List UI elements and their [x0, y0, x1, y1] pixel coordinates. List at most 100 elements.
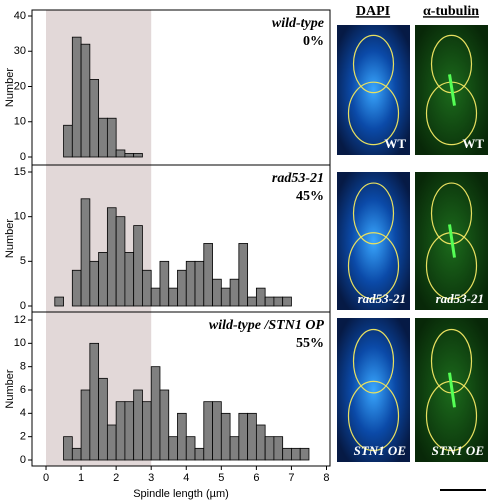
- x-tick-label: 5: [218, 472, 224, 484]
- bar: [150, 366, 161, 461]
- x-tick-label: 2: [113, 472, 119, 484]
- y-tick-label: 2: [20, 431, 26, 443]
- image-label: rad53-21: [436, 291, 484, 306]
- x-tick-label: 0: [43, 472, 49, 484]
- bar: [194, 260, 205, 307]
- image-label: WT: [462, 136, 484, 151]
- bar: [220, 287, 231, 307]
- y-axis-label: Number: [4, 369, 16, 408]
- bar: [124, 251, 135, 307]
- bar: [98, 117, 108, 158]
- bar: [89, 79, 100, 158]
- spindle: [448, 74, 456, 106]
- bar: [177, 269, 187, 307]
- bar: [299, 447, 310, 461]
- x-tick-label: 7: [288, 472, 294, 484]
- bar: [194, 447, 205, 461]
- cell-outline: [347, 380, 400, 452]
- annotation: rad53-21: [272, 171, 324, 186]
- bar: [273, 436, 284, 461]
- cell-outline: [352, 328, 395, 394]
- bar: [220, 412, 231, 461]
- y-tick-label: 4: [20, 407, 26, 419]
- bar: [291, 447, 301, 461]
- bar: [203, 243, 213, 307]
- bar: [133, 153, 143, 158]
- bar: [142, 401, 152, 461]
- y-tick-label: 10: [14, 116, 26, 128]
- bar: [115, 149, 126, 158]
- x-tick-label: 3: [148, 472, 154, 484]
- bar: [98, 377, 108, 461]
- bar: [247, 296, 257, 307]
- y-tick-label: 20: [14, 80, 26, 92]
- bar: [89, 260, 100, 307]
- bar: [80, 43, 91, 158]
- bar: [133, 389, 143, 461]
- bar: [229, 436, 240, 461]
- column-header: DAPI: [356, 4, 390, 19]
- bar: [71, 36, 82, 158]
- y-tick-label: 40: [14, 10, 26, 22]
- bar: [71, 447, 82, 461]
- image-label: WT: [384, 136, 406, 151]
- y-axis-label: Number: [4, 219, 16, 258]
- bar: [63, 124, 73, 158]
- bar: [264, 296, 275, 307]
- y-tick-label: 10: [14, 337, 26, 349]
- cell-outline: [347, 232, 400, 300]
- bar: [238, 243, 249, 307]
- bar: [229, 278, 240, 307]
- spindle: [448, 372, 456, 408]
- bar: [185, 436, 196, 461]
- cell-outline: [352, 34, 395, 94]
- annotation: 0%: [303, 34, 324, 49]
- image-label: STN1 OE: [354, 443, 407, 458]
- annotation: wild-type /STN1 OP: [209, 318, 325, 333]
- bar: [282, 296, 292, 307]
- panel-frame: [31, 311, 331, 467]
- bar: [89, 342, 100, 461]
- y-tick-label: 6: [20, 384, 26, 396]
- x-tick-label: 6: [253, 472, 259, 484]
- bar: [150, 287, 161, 307]
- bar: [159, 389, 170, 461]
- bar: [124, 153, 135, 158]
- image-label: STN1 OE: [432, 443, 485, 458]
- y-tick-label: 0: [20, 151, 26, 163]
- micrograph: [337, 172, 410, 310]
- bar: [203, 401, 213, 461]
- bar: [168, 436, 178, 461]
- annotation: wild-type: [272, 16, 324, 31]
- bar: [159, 260, 170, 307]
- spindle: [448, 224, 456, 258]
- bar: [273, 296, 284, 307]
- bar: [212, 401, 222, 461]
- y-tick-label: 0: [20, 454, 26, 466]
- y-axis-label: Number: [4, 68, 16, 107]
- y-tick-label: 0: [20, 300, 26, 312]
- bar: [106, 424, 117, 461]
- x-tick-label: 4: [183, 472, 189, 484]
- y-tick-label: 15: [14, 166, 26, 178]
- micrograph: [337, 318, 410, 462]
- bar: [255, 424, 266, 461]
- bar: [212, 278, 222, 307]
- x-axis-label: Spindle length (µm): [133, 488, 229, 500]
- bar: [54, 296, 64, 307]
- bar: [238, 412, 249, 461]
- bar: [98, 251, 108, 307]
- x-tick-label: 1: [78, 472, 84, 484]
- bar: [71, 269, 82, 307]
- micrographs: DAPI α-tubulin: [356, 4, 486, 491]
- bar: [63, 436, 73, 461]
- bar: [247, 412, 257, 461]
- bar: [177, 412, 187, 461]
- bar: [106, 207, 117, 307]
- bar: [80, 389, 91, 461]
- bar: [255, 287, 266, 307]
- cell-outline: [347, 81, 400, 146]
- x-tick-label: 8: [323, 472, 329, 484]
- annotation: 45%: [296, 189, 324, 204]
